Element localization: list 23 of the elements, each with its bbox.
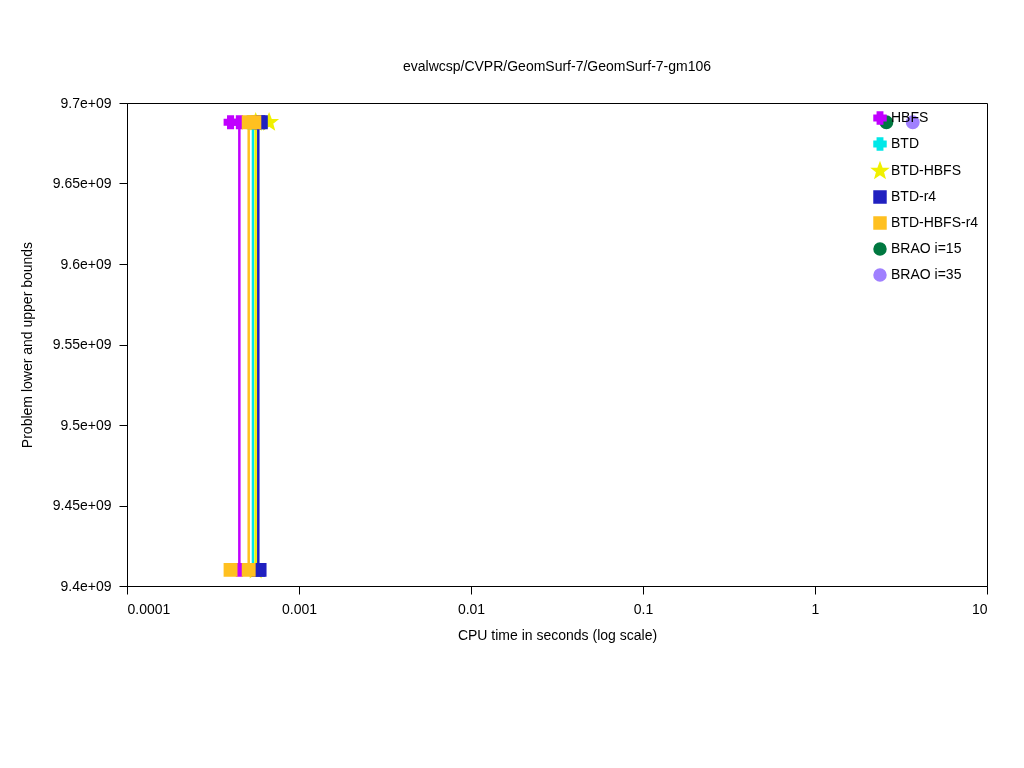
- legend-label: BTD-r4: [891, 188, 937, 204]
- y-tick-label: 9.5e+09: [60, 416, 112, 433]
- legend-label: BRAO i=15: [891, 240, 962, 256]
- y-tick-label: 9.45e+09: [52, 497, 112, 513]
- x-tick-label: 0.001: [281, 600, 318, 617]
- y-tick-label: 9.4e+09: [60, 577, 112, 594]
- x-axis-title: CPU time in seconds (log scale): [457, 626, 658, 643]
- x-tick-label: 1: [811, 600, 820, 617]
- y-tick-label: 9.55e+09: [52, 336, 112, 352]
- y-axis-title: Problem lower and upper bounds: [18, 241, 35, 449]
- legend-label: BTD-HBFS: [891, 162, 961, 178]
- x-tick-label: 0.1: [633, 600, 654, 617]
- y-tick-label: 9.6e+09: [60, 255, 112, 272]
- x-tick-label: 0.01: [457, 600, 486, 617]
- legend-label: BTD-HBFS-r4: [891, 214, 979, 230]
- x-tick-label: 10: [971, 600, 988, 617]
- legend-label: HBFS: [891, 109, 929, 125]
- legend-label: BRAO i=35: [891, 266, 962, 282]
- y-tick-label: 9.7e+09: [60, 94, 112, 111]
- x-tick-label: 0.0001: [127, 600, 171, 617]
- chart-title: evalwcsp/CVPR/GeomSurf-7/GeomSurf-7-gm106: [402, 58, 712, 74]
- y-tick-label: 9.65e+09: [52, 175, 112, 191]
- legend-label: BTD: [891, 135, 919, 151]
